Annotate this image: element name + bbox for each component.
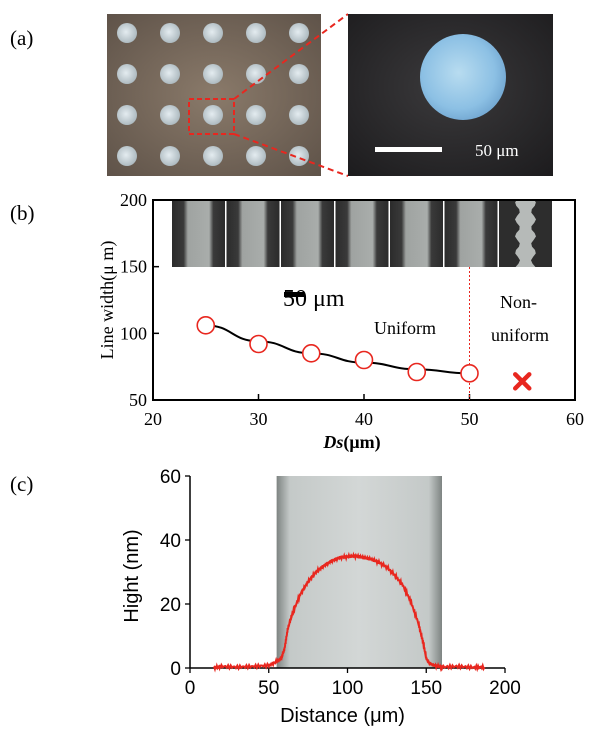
- y-tick-label-c: 0: [170, 659, 181, 680]
- region-uniform-label: Uniform: [374, 318, 436, 338]
- line-image-strip: [172, 199, 225, 267]
- data-point-circle: [301, 344, 321, 363]
- x-axis-label-c: Distance (μm): [280, 705, 405, 727]
- data-point-circle: [196, 316, 216, 335]
- scale-bar-a-label: 50 μm: [475, 141, 519, 160]
- y-tick-label-c: 60: [160, 467, 181, 488]
- array-dot: [203, 64, 223, 84]
- array-dot: [246, 146, 266, 166]
- y-tick-label-b: 200: [120, 190, 147, 210]
- scale-bar-b: [284, 292, 304, 297]
- data-point-circle: [460, 364, 479, 383]
- array-dot: [117, 105, 137, 125]
- array-dot: [160, 146, 180, 166]
- array-dot: [246, 23, 266, 43]
- chart-b-marks: 20 30 40 50 60 50 100 150 200 Ds(μm) Line width(μ …: [97, 190, 584, 453]
- panel-label-c: (c): [10, 472, 34, 496]
- line-image-strip: [444, 199, 498, 267]
- strip-separator: [388, 199, 390, 267]
- zoom-dot: [420, 34, 506, 120]
- array-dot: [160, 64, 180, 84]
- x-tick-label-c: 150: [410, 678, 442, 699]
- array-dot: [246, 64, 266, 84]
- line-image-strip: [390, 199, 443, 267]
- array-dot: [160, 105, 180, 125]
- strip-separator: [334, 199, 336, 267]
- line-image-strip: [226, 199, 280, 267]
- array-dot: [117, 23, 137, 43]
- panel-label-b: (b): [10, 201, 35, 225]
- line-image-strip: [281, 199, 334, 267]
- array-dot: [160, 23, 180, 43]
- array-dot: [117, 146, 137, 166]
- x-tick-label-b: 30: [250, 409, 268, 429]
- x-tick-label-b: 50: [461, 409, 479, 429]
- data-point-circle: [354, 350, 374, 370]
- x-tick-label-c: 50: [258, 678, 279, 699]
- array-dot: [203, 146, 223, 166]
- array-dot: [117, 64, 137, 84]
- data-point-circle: [249, 334, 268, 354]
- y-tick-label-c: 20: [160, 595, 181, 616]
- panel-label-a: (a): [10, 26, 34, 50]
- zoom-line-top: [233, 13, 349, 100]
- y-axis-label-b: Line width(μ m): [97, 241, 118, 360]
- x-tick-label-c: 200: [489, 678, 521, 699]
- region-nonuniform-label-2: uniform: [491, 325, 549, 345]
- array-dot: [289, 146, 309, 166]
- region-nonuniform-label-1: Non-: [500, 292, 537, 312]
- strip-separator: [552, 199, 554, 267]
- y-tick-label-b: 150: [120, 257, 147, 277]
- x-tick-label-c: 100: [332, 678, 364, 699]
- dot-grid: [117, 23, 309, 166]
- chart-c-marks: 0 50 100 150 200 0 20 40 60 Distance (μm) Hight (n…: [121, 467, 521, 727]
- scale-bar-a: [375, 147, 442, 152]
- panel-a: 50 μm: [107, 13, 553, 177]
- panel-b: 20 30 40 50 60 50 100 150 200 Ds(μm) Line width(μ …: [97, 190, 584, 453]
- nonuniform-strip-line: [515, 199, 536, 267]
- x-tick-label-b: 60: [566, 409, 584, 429]
- zoom-line-bottom: [233, 133, 349, 177]
- array-dot: [203, 23, 223, 43]
- panel-c: 0 50 100 150 200 0 20 40 60 Distance (μm) Hight (n…: [121, 467, 521, 727]
- array-dot: [289, 105, 309, 125]
- array-dot: [246, 105, 266, 125]
- y-tick-label-b: 50: [129, 390, 147, 410]
- array-dot: [203, 105, 223, 125]
- x-axis-label-b: Ds(μm): [322, 432, 380, 453]
- strip-separator: [443, 199, 445, 267]
- x-tick-label-c: 0: [185, 678, 196, 699]
- line-microscope-image: [276, 476, 442, 668]
- scale-bar-b-label: 50 μm: [283, 286, 345, 312]
- data-point-circle: [407, 362, 427, 382]
- y-tick-label-b: 100: [120, 323, 147, 343]
- y-tick-label-c: 40: [160, 531, 181, 552]
- data-point-cross: [513, 372, 532, 391]
- y-axis-label-c: Hight (nm): [121, 529, 143, 622]
- x-tick-label-b: 40: [355, 409, 373, 429]
- x-tick-label-b: 20: [144, 409, 162, 429]
- strip-separator: [497, 199, 499, 267]
- array-dot: [289, 23, 309, 43]
- array-dot: [289, 64, 309, 84]
- height-profile-line: [212, 551, 486, 673]
- strip-separator: [225, 199, 227, 267]
- strip-separator: [279, 199, 281, 267]
- line-image-strip: [335, 199, 389, 267]
